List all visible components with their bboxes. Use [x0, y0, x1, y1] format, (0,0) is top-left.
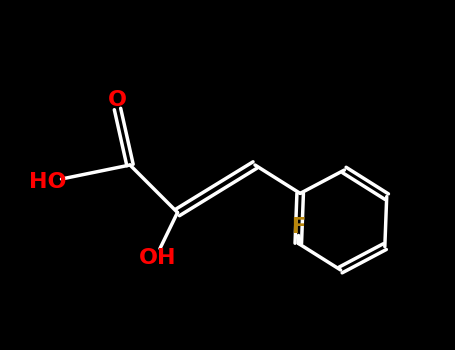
Text: F: F — [291, 217, 305, 237]
Text: HO: HO — [29, 173, 66, 193]
Text: O: O — [108, 90, 127, 110]
Text: OH: OH — [139, 247, 176, 267]
